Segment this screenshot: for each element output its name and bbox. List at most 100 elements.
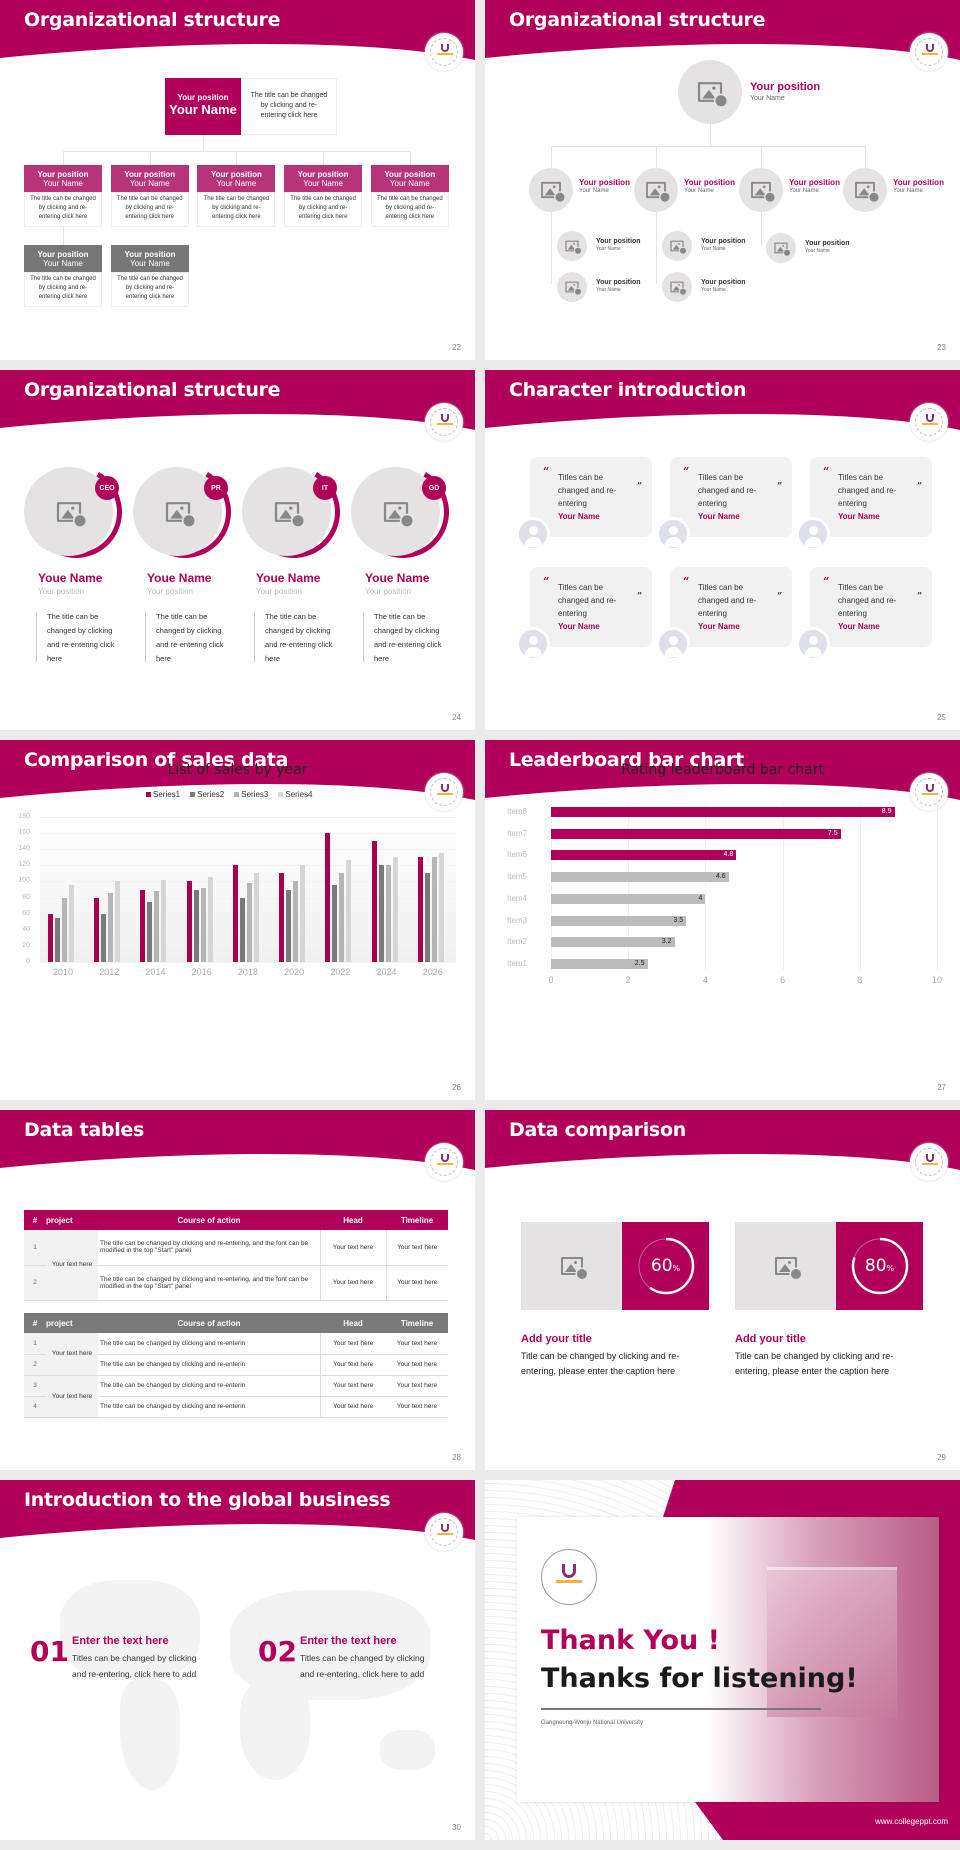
website-link[interactable]: www.collegeppt.com xyxy=(875,1817,948,1826)
slide-29[interactable]: Data comparison 29 60% Add your title Ti… xyxy=(485,1110,960,1470)
slide-25[interactable]: Character introduction 25 “ Titles can b… xyxy=(485,370,960,730)
slide-30[interactable]: Introduction to the global business 30 0… xyxy=(0,1480,475,1840)
university-seal-icon xyxy=(425,33,463,71)
x-tick: 2016 xyxy=(191,967,212,977)
org-sub-node[interactable]: Your position Your Name xyxy=(24,245,102,272)
bar xyxy=(193,889,199,962)
node-position: Your position xyxy=(789,178,840,187)
slide-28[interactable]: Data tables 28 # project Course of action He… xyxy=(0,1110,475,1470)
org-node[interactable]: Your position Your Name xyxy=(197,165,276,192)
avatar-placeholder[interactable] xyxy=(843,168,887,212)
action-cell[interactable]: The title can be changed by clicking and… xyxy=(98,1230,321,1266)
org-node[interactable]: Your position Your Name xyxy=(370,165,449,192)
bar xyxy=(55,917,60,962)
testimonial-card[interactable]: “ Titles can be changed and re-entering … xyxy=(530,567,652,647)
timeline-cell[interactable]: Your text here xyxy=(386,1230,448,1266)
timeline-cell[interactable]: Your text here xyxy=(386,1265,448,1301)
page-number: 26 xyxy=(452,1083,461,1092)
top-node[interactable]: Your position Your Name xyxy=(165,78,241,135)
action-cell[interactable]: The title can be changed by clicking and… xyxy=(98,1396,321,1418)
y-tick: 100 xyxy=(18,877,30,885)
node-name: Your Name xyxy=(216,179,257,188)
x-tick: 2 xyxy=(625,975,631,985)
avatar-placeholder[interactable] xyxy=(529,168,573,212)
head-cell[interactable]: Your text here xyxy=(320,1333,386,1355)
bar xyxy=(161,879,167,962)
avatar-placeholder[interactable] xyxy=(557,231,587,261)
head-cell[interactable]: Your text here xyxy=(320,1354,386,1376)
node-name: Your Name xyxy=(129,179,170,188)
node-position: Your position xyxy=(805,240,850,247)
head-cell[interactable]: Your text here xyxy=(320,1265,387,1301)
open-quote-icon: “ xyxy=(683,575,690,588)
node-desc: The title can be changed by clicking and… xyxy=(24,192,102,227)
bar: 4 xyxy=(551,893,706,904)
bar xyxy=(253,873,259,962)
timeline-cell[interactable]: Your text here xyxy=(386,1354,448,1376)
head-cell[interactable]: Your text here xyxy=(320,1230,387,1266)
action-cell[interactable]: The title can be changed by clicking and… xyxy=(98,1265,321,1301)
role-badge: IT xyxy=(313,476,337,500)
header-band xyxy=(485,0,960,60)
y-tick: 40 xyxy=(22,925,30,933)
timeline-cell[interactable]: Your text here xyxy=(386,1333,448,1355)
person-desc: The title can be changed by clicking and… xyxy=(265,612,333,663)
column-header: # xyxy=(32,1215,38,1225)
testimonial-text: Titles can be changed and re-entering xyxy=(698,473,757,508)
y-tick: 20 xyxy=(22,941,30,949)
action-cell[interactable]: The title can be changed by clicking and… xyxy=(98,1333,321,1355)
org-node[interactable]: Your position Your Name xyxy=(24,165,102,192)
avatar-placeholder[interactable] xyxy=(634,168,678,212)
slide-26[interactable]: Comparison of sales data 26 List of sales… xyxy=(0,740,475,1100)
avatar-placeholder[interactable] xyxy=(662,231,692,261)
add-image-icon xyxy=(560,1257,587,1279)
timeline-cell[interactable]: Your text here xyxy=(386,1396,448,1418)
org-sub-node[interactable]: Your position Your Name xyxy=(111,245,189,272)
bar-value: 2.5 xyxy=(634,959,645,967)
testimonial-card[interactable]: “ Titles can be changed and re-entering … xyxy=(810,567,932,647)
slide-22[interactable]: Organizational structure 22 Your positio… xyxy=(0,0,475,360)
slide-27[interactable]: Leaderboard bar chart 27 Rating leaderboa… xyxy=(485,740,960,1100)
y-tick: 80 xyxy=(22,893,30,901)
slide-23[interactable]: Organizational structure 23 Your positio… xyxy=(485,0,960,360)
testimonial-card[interactable]: “ Titles can be changed and re-entering … xyxy=(670,457,792,537)
avatar-placeholder[interactable] xyxy=(739,168,783,212)
item-title: Add your title xyxy=(521,1333,592,1345)
project-cell[interactable]: Your text here xyxy=(46,1333,98,1376)
node-position: Your position xyxy=(297,170,349,179)
avatar-placeholder[interactable] xyxy=(662,272,692,302)
avatar-placeholder[interactable] xyxy=(766,233,796,263)
org-node[interactable]: Your position Your Name xyxy=(284,165,363,192)
node-position: Your position xyxy=(177,93,229,102)
page-number: 30 xyxy=(452,1823,461,1832)
testimonial-card[interactable]: “ Titles can be changed and re-entering … xyxy=(530,457,652,537)
add-image-icon xyxy=(565,240,581,254)
org-node[interactable]: Your position Your Name xyxy=(110,165,189,192)
action-cell[interactable]: The title can be changed by clicking and… xyxy=(98,1354,321,1376)
slide-31[interactable]: Thank You ! Thanks for listening! Gangne… xyxy=(485,1480,960,1840)
header-band xyxy=(0,1110,475,1170)
person-name: Your Name xyxy=(698,512,740,521)
user-avatar-icon xyxy=(796,627,830,661)
add-image-icon xyxy=(383,501,413,526)
testimonial-card[interactable]: “ Titles can be changed and re-entering … xyxy=(810,457,932,537)
testimonial-card[interactable]: “ Titles can be changed and re-entering … xyxy=(670,567,792,647)
item-desc: Title can be changed by clicking and re-… xyxy=(521,1351,680,1376)
avatar-placeholder[interactable] xyxy=(678,60,742,124)
slide-title: Comparison of sales data xyxy=(24,749,289,771)
head-cell[interactable]: Your text here xyxy=(320,1396,386,1418)
timeline-cell[interactable]: Your text here xyxy=(386,1375,448,1397)
action-cell[interactable]: The title can be changed by clicking and… xyxy=(98,1375,321,1397)
add-image-icon xyxy=(274,501,304,526)
head-cell[interactable]: Your text here xyxy=(320,1375,386,1397)
x-tick: 2012 xyxy=(99,967,120,977)
campus-building-image xyxy=(767,1567,897,1717)
avatar-placeholder[interactable] xyxy=(557,272,587,302)
slide-24[interactable]: Organizational structure 24 CEO Youe Nam… xyxy=(0,370,475,730)
project-cell[interactable]: Your text here xyxy=(46,1230,98,1301)
image-placeholder[interactable] xyxy=(521,1222,622,1310)
university-seal-icon xyxy=(425,1513,463,1551)
image-placeholder[interactable] xyxy=(735,1222,836,1310)
role-badge: GD xyxy=(422,476,446,500)
project-cell[interactable]: Your text here xyxy=(46,1375,98,1418)
